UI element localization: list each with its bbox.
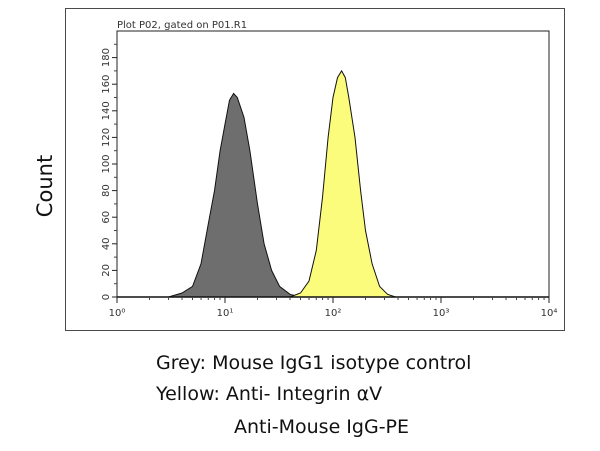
x-tick-label: 10⁰ bbox=[109, 308, 126, 319]
caption-grey: Grey: Mouse IgG1 isotype control bbox=[156, 352, 472, 374]
y-tick-label: 100 bbox=[101, 154, 112, 173]
x-tick-label: 10¹ bbox=[217, 308, 234, 319]
y-tick-label: 120 bbox=[101, 128, 112, 147]
y-tick-label: 160 bbox=[101, 75, 112, 94]
y-tick-label: 20 bbox=[101, 264, 112, 277]
y-tick-label: 80 bbox=[101, 184, 112, 197]
y-tick-label: 180 bbox=[101, 48, 112, 67]
histogram-series-yellow bbox=[289, 69, 396, 298]
plot-title: Plot P02, gated on P01.R1 bbox=[117, 20, 248, 31]
y-tick-label: 40 bbox=[101, 237, 112, 250]
x-tick-label: 10⁴ bbox=[541, 308, 558, 319]
y-tick-label: 60 bbox=[101, 211, 112, 224]
caption-conjugate: Anti-Mouse IgG-PE bbox=[234, 416, 410, 438]
caption-yellow: Yellow: Anti- Integrin αV bbox=[156, 383, 383, 405]
x-tick-label: 10³ bbox=[433, 308, 450, 319]
x-tick-label: 10² bbox=[325, 308, 342, 319]
y-tick-label: 140 bbox=[101, 101, 112, 120]
histogram-series-grey bbox=[168, 92, 301, 298]
y-tick-label: 0 bbox=[101, 294, 112, 300]
chart-frame bbox=[65, 8, 565, 331]
